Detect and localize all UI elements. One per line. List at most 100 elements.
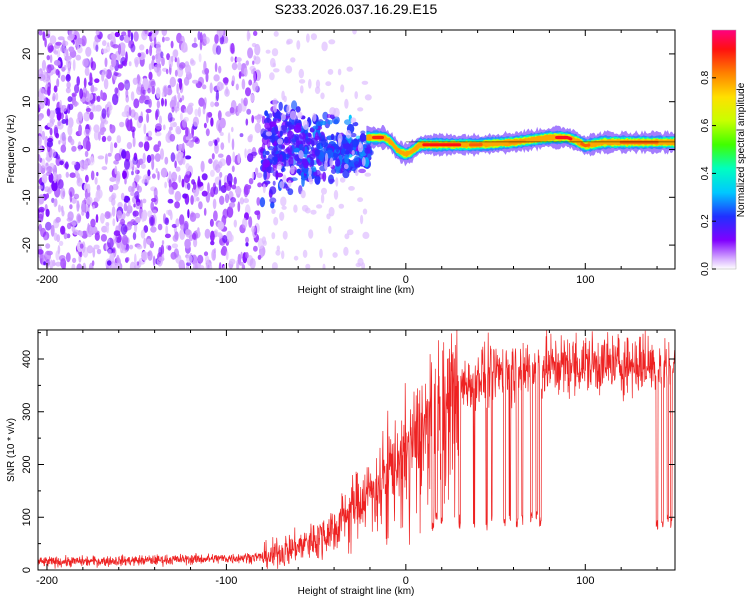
heatmap-cell	[228, 258, 236, 265]
heatmap-cell	[45, 208, 50, 217]
heatmap-cell	[145, 108, 152, 114]
heatmap-cell	[364, 172, 372, 177]
heatmap-cell	[45, 243, 51, 249]
heatmap-cell	[367, 153, 372, 159]
heatmap-cell	[225, 250, 229, 261]
heatmap-cell	[264, 122, 271, 129]
heatmap-cell	[77, 37, 83, 45]
heatmap-cell	[140, 84, 144, 93]
heatmap-cell	[146, 238, 152, 245]
heatmap-cell	[56, 78, 60, 88]
heatmap-cell	[90, 170, 95, 181]
heatmap-cell	[93, 124, 100, 133]
heatmap-cell	[213, 210, 218, 222]
heatmap-cell	[269, 186, 277, 195]
heatmap-cell	[308, 78, 312, 89]
heatmap-cell	[312, 112, 317, 122]
heatmap-cell	[304, 138, 309, 148]
heatmap-cell	[112, 248, 116, 254]
heatmap-cell	[344, 119, 352, 125]
heatmap-cell	[102, 40, 107, 47]
heatmap-cell	[132, 156, 138, 165]
heatmap-cell	[320, 193, 325, 204]
heatmap-cell	[85, 211, 90, 220]
heatmap-cell	[302, 120, 309, 130]
heatmap-cell	[72, 59, 76, 71]
heatmap-cell	[174, 69, 178, 77]
heatmap-cell	[251, 115, 255, 124]
heatmap-cell	[75, 54, 82, 61]
heatmap-cell	[274, 111, 283, 120]
heatmap-cell	[124, 79, 131, 91]
heatmap-cell	[180, 224, 185, 230]
heatmap-cell	[362, 144, 368, 149]
heatmap-cell	[152, 209, 157, 214]
heatmap-cell	[108, 104, 113, 111]
heatmap-cell	[310, 209, 317, 215]
heatmap-cell	[219, 132, 224, 136]
heatmap-cell	[79, 88, 83, 99]
colorbar-tick-label: 0.4	[700, 166, 711, 180]
heatmap-cell	[191, 179, 196, 185]
heatmap-cell	[121, 31, 127, 36]
heatmap-cell	[302, 249, 308, 258]
heatmap-cell	[129, 244, 134, 250]
heatmap-cell	[60, 144, 67, 153]
heatmap-cell	[237, 61, 242, 71]
heatmap-cell	[201, 173, 208, 181]
heatmap-cell	[245, 236, 249, 244]
heatmap-cell	[100, 234, 107, 242]
y-tick-label: -20	[21, 237, 33, 253]
heatmap-cell	[164, 156, 169, 165]
y-tick-label: 10	[21, 96, 33, 108]
heatmap-cell	[175, 218, 180, 228]
heatmap-cell	[246, 108, 252, 115]
heatmap-cell	[202, 84, 207, 90]
heatmap-cell	[254, 43, 261, 56]
heatmap-cell	[354, 91, 359, 100]
heatmap-cell	[257, 254, 262, 260]
heatmap-cell	[242, 217, 248, 229]
heatmap-cell	[190, 58, 194, 65]
colorbar-gradient	[712, 30, 736, 269]
heatmap-cell	[344, 233, 350, 240]
heatmap-cell	[310, 166, 317, 173]
heatmap-cell	[204, 68, 210, 75]
heatmap-cell	[153, 64, 160, 73]
heatmap-cell	[45, 193, 50, 199]
heatmap-cell	[157, 223, 163, 231]
heatmap-cell	[113, 72, 119, 76]
heatmap-cell	[44, 250, 51, 262]
heatmap-cell	[185, 163, 190, 170]
heatmap-cell	[171, 171, 178, 182]
heatmap-cell	[111, 206, 116, 217]
heatmap-cell	[61, 104, 67, 112]
heatmap-cell	[162, 84, 169, 95]
y-tick-label: 200	[21, 455, 33, 473]
heatmap-cell	[248, 178, 254, 185]
figure-title: S233.2026.037.16.29.E15	[275, 1, 438, 17]
heatmap-cell	[298, 132, 306, 140]
heatmap-cell	[357, 107, 364, 112]
heatmap-cell	[287, 129, 292, 139]
heatmap-cell	[326, 113, 331, 119]
heatmap-cell	[143, 141, 150, 152]
heatmap-cell	[226, 173, 233, 185]
heatmap-cell	[319, 248, 323, 259]
signal-peak	[580, 142, 591, 148]
heatmap-cell	[281, 250, 285, 260]
heatmap-cell	[134, 167, 138, 175]
heatmap-cell	[359, 133, 366, 142]
heatmap-cell	[222, 77, 229, 84]
heatmap-cell	[82, 86, 88, 99]
heatmap-cell	[132, 210, 139, 217]
heatmap-cell	[94, 232, 100, 241]
heatmap-cell	[96, 248, 102, 255]
heatmap-cell	[181, 142, 185, 153]
heatmap-cell	[362, 231, 370, 239]
heatmap-cell	[218, 65, 222, 74]
heatmap-cell	[262, 159, 271, 168]
heatmap-cell	[114, 31, 121, 38]
heatmap-cell	[210, 230, 215, 242]
heatmap-cell	[239, 133, 244, 138]
